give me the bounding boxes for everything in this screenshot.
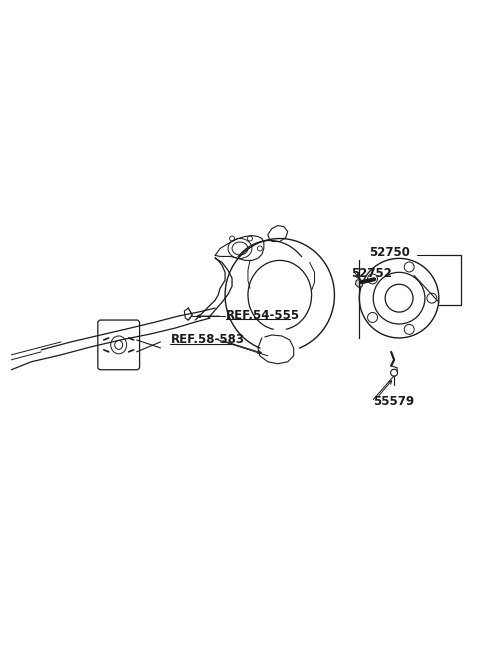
FancyBboxPatch shape — [98, 320, 140, 370]
Text: 55579: 55579 — [373, 395, 414, 408]
Text: REF.54-555: REF.54-555 — [226, 309, 300, 322]
Polygon shape — [355, 279, 363, 288]
Text: 52752: 52752 — [351, 267, 392, 280]
Text: REF.58-583: REF.58-583 — [170, 333, 244, 346]
Text: 52750: 52750 — [369, 246, 410, 259]
